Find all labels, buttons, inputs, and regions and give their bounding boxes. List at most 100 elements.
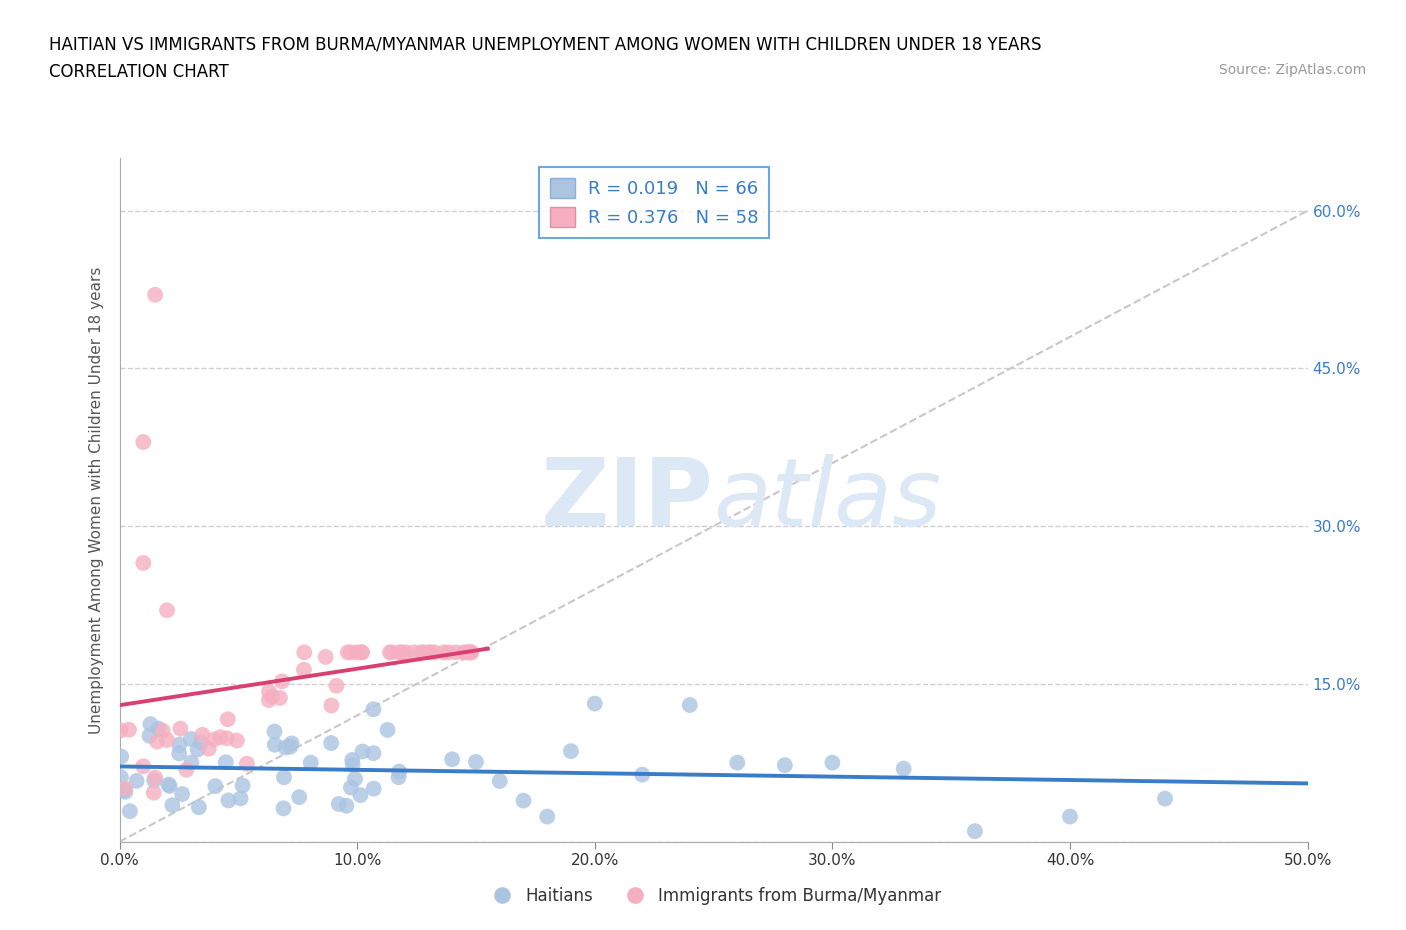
- Point: [262, 689, 284, 704]
- Point: [288, 790, 311, 804]
- Point: [441, 751, 464, 766]
- Point: [583, 697, 606, 711]
- Point: [460, 644, 482, 659]
- Point: [963, 824, 986, 839]
- Point: [413, 644, 436, 659]
- Point: [336, 644, 359, 659]
- Point: [423, 644, 446, 659]
- Point: [631, 767, 654, 782]
- Point: [263, 737, 285, 752]
- Point: [204, 778, 226, 793]
- Point: [139, 717, 162, 732]
- Point: [180, 732, 202, 747]
- Point: [132, 555, 155, 570]
- Point: [278, 739, 301, 754]
- Point: [157, 777, 180, 792]
- Point: [315, 649, 337, 664]
- Point: [112, 783, 135, 798]
- Point: [167, 746, 190, 761]
- Text: CORRELATION CHART: CORRELATION CHART: [49, 63, 229, 81]
- Point: [142, 785, 165, 800]
- Point: [132, 759, 155, 774]
- Point: [202, 732, 225, 747]
- Point: [1059, 809, 1081, 824]
- Point: [190, 735, 212, 750]
- Point: [148, 721, 170, 736]
- Text: ZIP: ZIP: [541, 454, 713, 546]
- Point: [821, 755, 844, 770]
- Point: [292, 662, 315, 677]
- Point: [456, 644, 478, 659]
- Point: [176, 763, 198, 777]
- Point: [402, 644, 425, 659]
- Point: [773, 758, 796, 773]
- Point: [187, 800, 209, 815]
- Point: [418, 644, 440, 659]
- Point: [198, 741, 221, 756]
- Point: [340, 644, 363, 659]
- Point: [457, 644, 479, 659]
- Point: [273, 801, 295, 816]
- Point: [156, 733, 179, 748]
- Point: [342, 757, 364, 772]
- Point: [143, 287, 166, 302]
- Point: [321, 736, 343, 751]
- Point: [138, 728, 160, 743]
- Point: [560, 744, 582, 759]
- Point: [274, 740, 297, 755]
- Point: [143, 770, 166, 785]
- Point: [271, 674, 294, 689]
- Point: [225, 733, 247, 748]
- Point: [292, 644, 315, 659]
- Point: [156, 603, 179, 618]
- Point: [217, 793, 239, 808]
- Point: [321, 698, 343, 713]
- Point: [453, 644, 475, 659]
- Point: [143, 773, 166, 788]
- Point: [488, 774, 510, 789]
- Point: [725, 755, 748, 770]
- Point: [388, 764, 411, 779]
- Point: [273, 770, 295, 785]
- Point: [350, 644, 373, 659]
- Point: [444, 644, 467, 659]
- Point: [679, 698, 702, 712]
- Point: [114, 781, 136, 796]
- Point: [114, 784, 136, 799]
- Point: [419, 644, 441, 659]
- Point: [209, 730, 232, 745]
- Point: [409, 644, 432, 659]
- Point: [172, 787, 194, 802]
- Point: [536, 809, 558, 824]
- Y-axis label: Unemployment Among Women with Children Under 18 years: Unemployment Among Women with Children U…: [89, 266, 104, 734]
- Point: [349, 788, 371, 803]
- Text: Source: ZipAtlas.com: Source: ZipAtlas.com: [1219, 63, 1367, 77]
- Point: [340, 780, 363, 795]
- Point: [460, 644, 482, 659]
- Point: [146, 734, 169, 749]
- Point: [169, 737, 191, 752]
- Point: [152, 724, 174, 738]
- Point: [110, 749, 132, 764]
- Point: [263, 724, 285, 739]
- Point: [458, 644, 481, 659]
- Point: [893, 761, 915, 776]
- Text: atlas: atlas: [713, 455, 942, 545]
- Point: [217, 711, 239, 726]
- Point: [512, 793, 534, 808]
- Point: [299, 755, 322, 770]
- Point: [433, 644, 456, 659]
- Point: [437, 644, 460, 659]
- Point: [191, 727, 214, 742]
- Point: [363, 781, 385, 796]
- Point: [342, 752, 364, 767]
- Point: [229, 791, 252, 806]
- Point: [328, 796, 350, 811]
- Point: [363, 702, 385, 717]
- Point: [118, 723, 141, 737]
- Point: [1154, 791, 1177, 806]
- Point: [110, 770, 132, 785]
- Point: [343, 772, 366, 787]
- Point: [257, 684, 280, 699]
- Point: [464, 754, 488, 769]
